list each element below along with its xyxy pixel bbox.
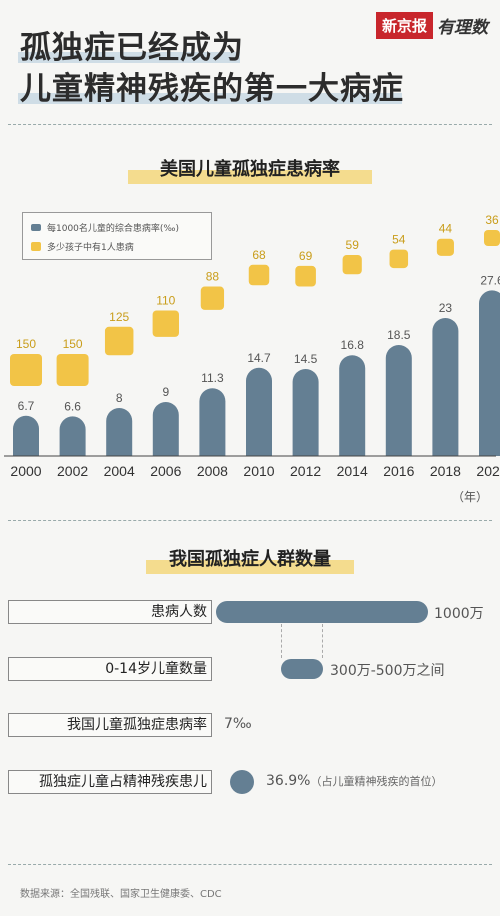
label-rate-2000: 6.7 [18, 399, 35, 413]
page-title-line2: 儿童精神残疾的第一大病症 [20, 71, 404, 107]
label-rate-2014: 16.8 [341, 338, 365, 352]
bar-rate-2016 [385, 345, 412, 456]
value-share-number: 36.9% [266, 773, 311, 789]
x-unit-label: （年） [452, 490, 489, 504]
label-rate-2016: 18.5 [387, 328, 411, 342]
marker-ratio-2002 [56, 354, 89, 386]
legend-swatch-yellow [31, 242, 41, 251]
label-ratio-2010: 68 [252, 248, 266, 262]
value-patients: 1000万 [434, 606, 484, 622]
label-ratio-2012: 69 [299, 249, 313, 263]
x-tick-2020: 2020 [476, 463, 500, 479]
x-tick-2006: 2006 [150, 463, 181, 479]
value-children: 300万-500万之间 [330, 663, 445, 679]
page-title-line1: 孤独症已经成为 [20, 30, 244, 66]
bar-rate-2012 [292, 369, 319, 456]
divider-middle [8, 520, 492, 521]
section1-highlight [128, 170, 372, 184]
x-tick-2002: 2002 [57, 463, 88, 479]
label-rate-2008: 11.3 [201, 371, 224, 385]
brand-logo: 新京报 有理数 [375, 12, 488, 39]
bar-rate-2006 [152, 402, 179, 456]
marker-ratio-2004 [104, 326, 134, 356]
x-tick-2010: 2010 [243, 463, 274, 479]
bar-rate-2002 [59, 416, 86, 456]
label-rate-2012: 14.5 [294, 352, 318, 366]
marker-ratio-2006 [152, 310, 179, 337]
label-ratio-2020: 36 [485, 213, 499, 227]
row-label-children: 0-14岁儿童数量 [8, 657, 212, 681]
chart1-title: 美国儿童孤独症患病率 [160, 159, 340, 180]
marker-ratio-2014 [342, 255, 362, 275]
bar-patients [216, 601, 428, 623]
chart1-plot: 6.7 150 2000 6.6 150 2002 8 125 2004 9 110 2006 11.3… [4, 213, 500, 479]
bar-rate-2000 [13, 415, 39, 456]
row-label-share: 孤独症儿童占精神残疾患儿 [8, 770, 212, 794]
label-rate-2004: 8 [116, 391, 123, 405]
marker-ratio-2008 [200, 286, 225, 310]
legend-swatch-blue [31, 224, 41, 231]
row-label-rate: 我国儿童孤独症患病率 [8, 713, 212, 737]
marker-ratio-2020 [484, 230, 500, 246]
title-highlight-2 [18, 93, 402, 104]
x-tick-2016: 2016 [383, 463, 414, 479]
label-ratio-2008: 88 [206, 270, 220, 284]
legend-item-rate: 每1000名儿童的综合患病率(‰) [31, 221, 179, 234]
bar-rate-2004 [106, 408, 133, 456]
bar-rate-2018 [432, 318, 459, 456]
marker-ratio-2012 [295, 265, 316, 287]
marker-ratio-2010 [248, 264, 270, 286]
legend-label-rate: 每1000名儿童的综合患病率(‰) [47, 224, 180, 234]
value-share: 36.9%（占儿童精神残疾的首位） [266, 773, 442, 789]
section2-highlight [146, 560, 354, 574]
x-tick-2012: 2012 [290, 463, 321, 479]
divider-top [8, 124, 492, 125]
chart2-title: 我国孤独症人群数量 [169, 549, 331, 570]
marker-ratio-2016 [389, 249, 409, 269]
chart1-legend: 每1000名儿童的综合患病率(‰) 多少孩子中有1人患病 [22, 212, 212, 260]
label-ratio-2000: 150 [16, 337, 36, 351]
label-rate-2002: 6.6 [64, 399, 81, 413]
bar-rate-2008 [199, 388, 226, 456]
label-rate-2018: 23 [439, 301, 453, 315]
label-ratio-2018: 44 [439, 222, 453, 236]
x-tick-2000: 2000 [10, 463, 41, 479]
source-note: 数据来源：全国残联、国家卫生健康委、CDC [20, 889, 222, 900]
label-rate-2006: 9 [162, 385, 169, 399]
label-rate-2020: 27.6 [480, 273, 500, 287]
divider-bottom [8, 864, 492, 865]
value-share-note: （占儿童精神残疾的首位） [310, 775, 443, 788]
bar-rate-2020 [479, 290, 500, 456]
dash-guide-left [281, 624, 282, 658]
x-tick-2014: 2014 [337, 463, 368, 479]
bar-rate-2014 [339, 355, 366, 456]
label-ratio-2016: 54 [392, 233, 406, 247]
x-tick-2004: 2004 [104, 463, 135, 479]
label-ratio-2014: 59 [346, 238, 360, 252]
dash-guide-right [322, 624, 323, 658]
marker-ratio-2000 [10, 354, 42, 386]
label-ratio-2002: 150 [63, 337, 83, 351]
legend-item-ratio: 多少孩子中有1人患病 [31, 240, 134, 253]
bar-children [281, 659, 323, 679]
label-ratio-2004: 125 [109, 310, 129, 324]
title-highlight-1 [18, 52, 240, 63]
x-tick-2018: 2018 [430, 463, 461, 479]
value-rate: 7‰ [224, 716, 252, 732]
legend-label-ratio: 多少孩子中有1人患病 [47, 243, 134, 253]
label-ratio-2006: 110 [156, 293, 175, 307]
bar-share [230, 770, 254, 794]
brand-name: 新京报 [375, 12, 433, 39]
brand-sub: 有理数 [437, 18, 488, 38]
label-rate-2010: 14.7 [247, 351, 271, 365]
x-tick-2008: 2008 [197, 463, 228, 479]
row-label-patients: 患病人数 [8, 600, 212, 624]
marker-ratio-2018 [436, 238, 454, 256]
bar-rate-2010 [246, 367, 272, 456]
